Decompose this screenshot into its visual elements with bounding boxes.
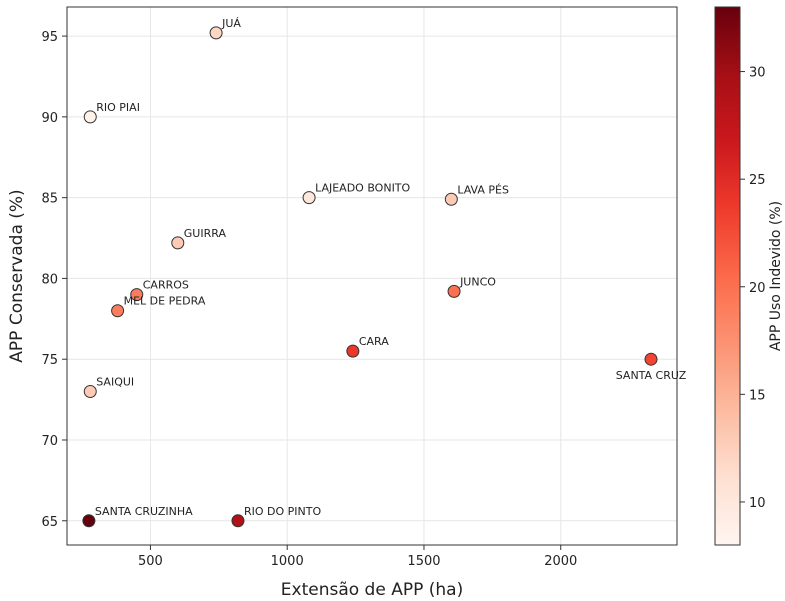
colorbar-tick-label: 20 [749,281,766,296]
y-tick-label: 90 [41,111,58,126]
point-label: JUÁ [221,17,241,30]
scatter-point [82,514,96,528]
plot-frame [66,6,678,546]
colorbar-tick-label: 25 [749,173,766,188]
colorbar: 10 15 20 25 30 APP Uso Indevido (%) [714,6,784,546]
x-axis-ticks: 500 1000 1500 2000 [138,545,577,569]
point-label: CARROS [143,279,189,292]
colorbar-tick-label: 15 [749,388,766,403]
point-label: SAIQUI [96,376,134,389]
x-tick-label: 500 [138,554,163,569]
colorbar-tick-label: 10 [749,496,766,511]
point-label: MEL DE PEDRA [124,295,206,308]
y-tick-label: 85 [41,192,58,207]
scatter-point [83,110,97,124]
colorbar-title: APP Uso Indevido (%) [768,201,784,351]
colorbar-ticks: 10 15 20 25 30 [740,66,766,511]
x-tick-label: 1000 [271,554,304,569]
point-label: SANTA CRUZINHA [95,505,193,518]
point-label: GUIRRA [184,227,227,240]
y-tick-label: 75 [41,353,58,368]
point-label: RIO DO PINTO [244,505,321,518]
point-label: LAVA PÉS [457,183,509,196]
point-label: SANTA CRUZ [616,369,687,382]
point-label: LAJEADO BONITO [315,182,410,195]
y-axis-title: APP Conservada (%) [7,189,27,362]
data-points [82,26,658,528]
scatter-point [231,514,245,528]
scatter-point [644,352,658,366]
scatter-point [302,191,316,205]
x-tick-label: 2000 [544,554,577,569]
y-tick-label: 95 [41,30,58,45]
y-tick-label: 70 [41,434,58,449]
y-tick-label: 65 [41,515,58,530]
scatter-point [130,288,144,302]
scatter-point [111,304,125,318]
y-tick-label: 80 [41,272,58,287]
grid-lines [67,7,677,545]
point-labels: JUÁ RIO PIAI LAJEADO BONITO LAVA PÉS GUIRRA C… [95,17,687,518]
point-label: RIO PIAI [96,101,140,114]
scatter-point [209,26,223,40]
scatter-point [171,236,185,250]
scatter-point [346,344,360,358]
scatter-point [83,385,97,399]
colorbar-gradient [714,6,741,546]
x-axis-title: Extensão de APP (ha) [281,580,463,600]
point-label: JUNCO [459,275,496,288]
x-tick-label: 1500 [407,554,440,569]
point-label: CARA [359,335,389,348]
y-axis-ticks: 65 70 75 80 85 90 95 [41,30,67,530]
colorbar-tick-label: 30 [749,66,766,81]
scatter-point [447,284,461,298]
scatter-point [444,192,458,206]
